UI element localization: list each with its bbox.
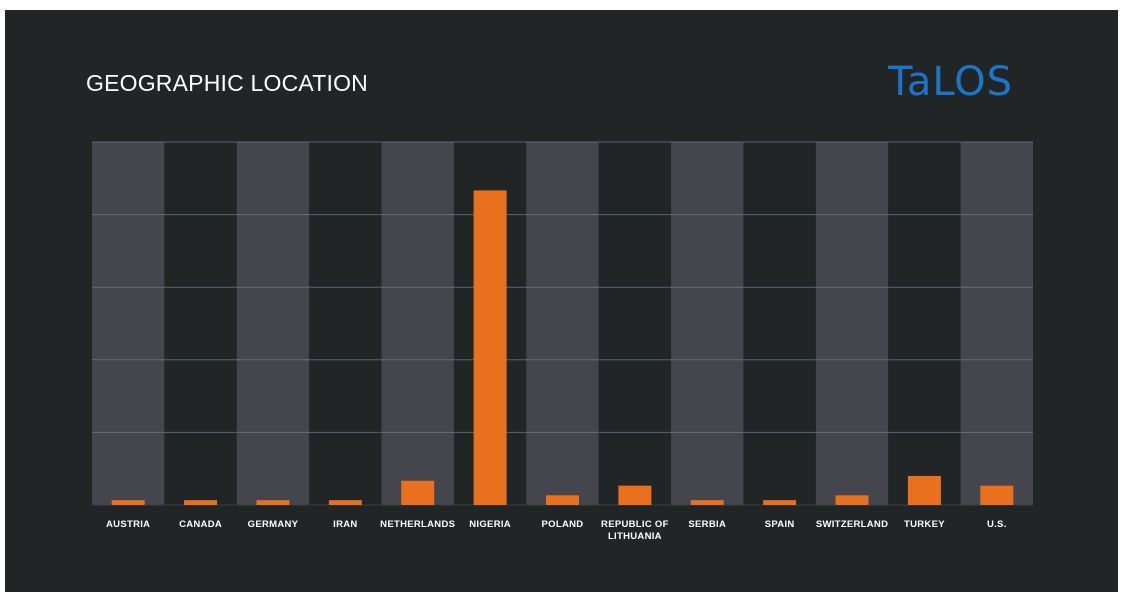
bar <box>980 485 1014 505</box>
x-tick-label: CANADA <box>179 519 222 530</box>
x-tick-label: SPAIN <box>765 519 795 530</box>
column-band <box>960 142 1033 505</box>
bar <box>256 500 290 505</box>
bar <box>473 190 507 505</box>
x-tick-label: TURKEY <box>904 519 945 530</box>
column-band <box>381 142 454 505</box>
column-band <box>743 142 816 505</box>
column-band <box>815 142 889 505</box>
bar <box>618 485 652 505</box>
column-band <box>164 142 237 505</box>
column-band <box>526 142 599 505</box>
x-tick-label: U.S. <box>987 519 1007 530</box>
column-band <box>671 142 744 505</box>
column-band <box>309 142 382 505</box>
logo-text: TaLOS <box>888 59 1013 105</box>
column-band <box>598 142 672 505</box>
column-band <box>92 142 165 505</box>
x-tick-label: REPUBLIC OF LITHUANIA <box>601 519 669 542</box>
x-tick-label: SERBIA <box>688 519 726 530</box>
x-tick-label: NIGERIA <box>469 519 511 530</box>
x-tick-label: AUSTRIA <box>106 519 150 530</box>
x-tick-label: IRAN <box>333 519 357 530</box>
column-band <box>888 142 961 505</box>
bar <box>546 495 579 505</box>
bar <box>401 480 435 505</box>
bar <box>184 500 218 505</box>
x-tick-label: GERMANY <box>248 519 299 530</box>
bar <box>690 500 724 505</box>
x-tick-label: NETHERLANDS <box>380 519 455 530</box>
column-band <box>236 142 310 505</box>
bar <box>328 500 362 505</box>
bar <box>907 475 941 505</box>
talos-logo: TaLOS <box>888 59 1013 105</box>
x-tick-label: SWITZERLAND <box>816 519 888 530</box>
chart-title: GEOGRAPHIC LOCATION <box>86 70 368 96</box>
bar <box>835 495 869 505</box>
x-tick-label: POLAND <box>542 519 584 530</box>
bar <box>763 500 797 505</box>
bar <box>111 500 145 505</box>
